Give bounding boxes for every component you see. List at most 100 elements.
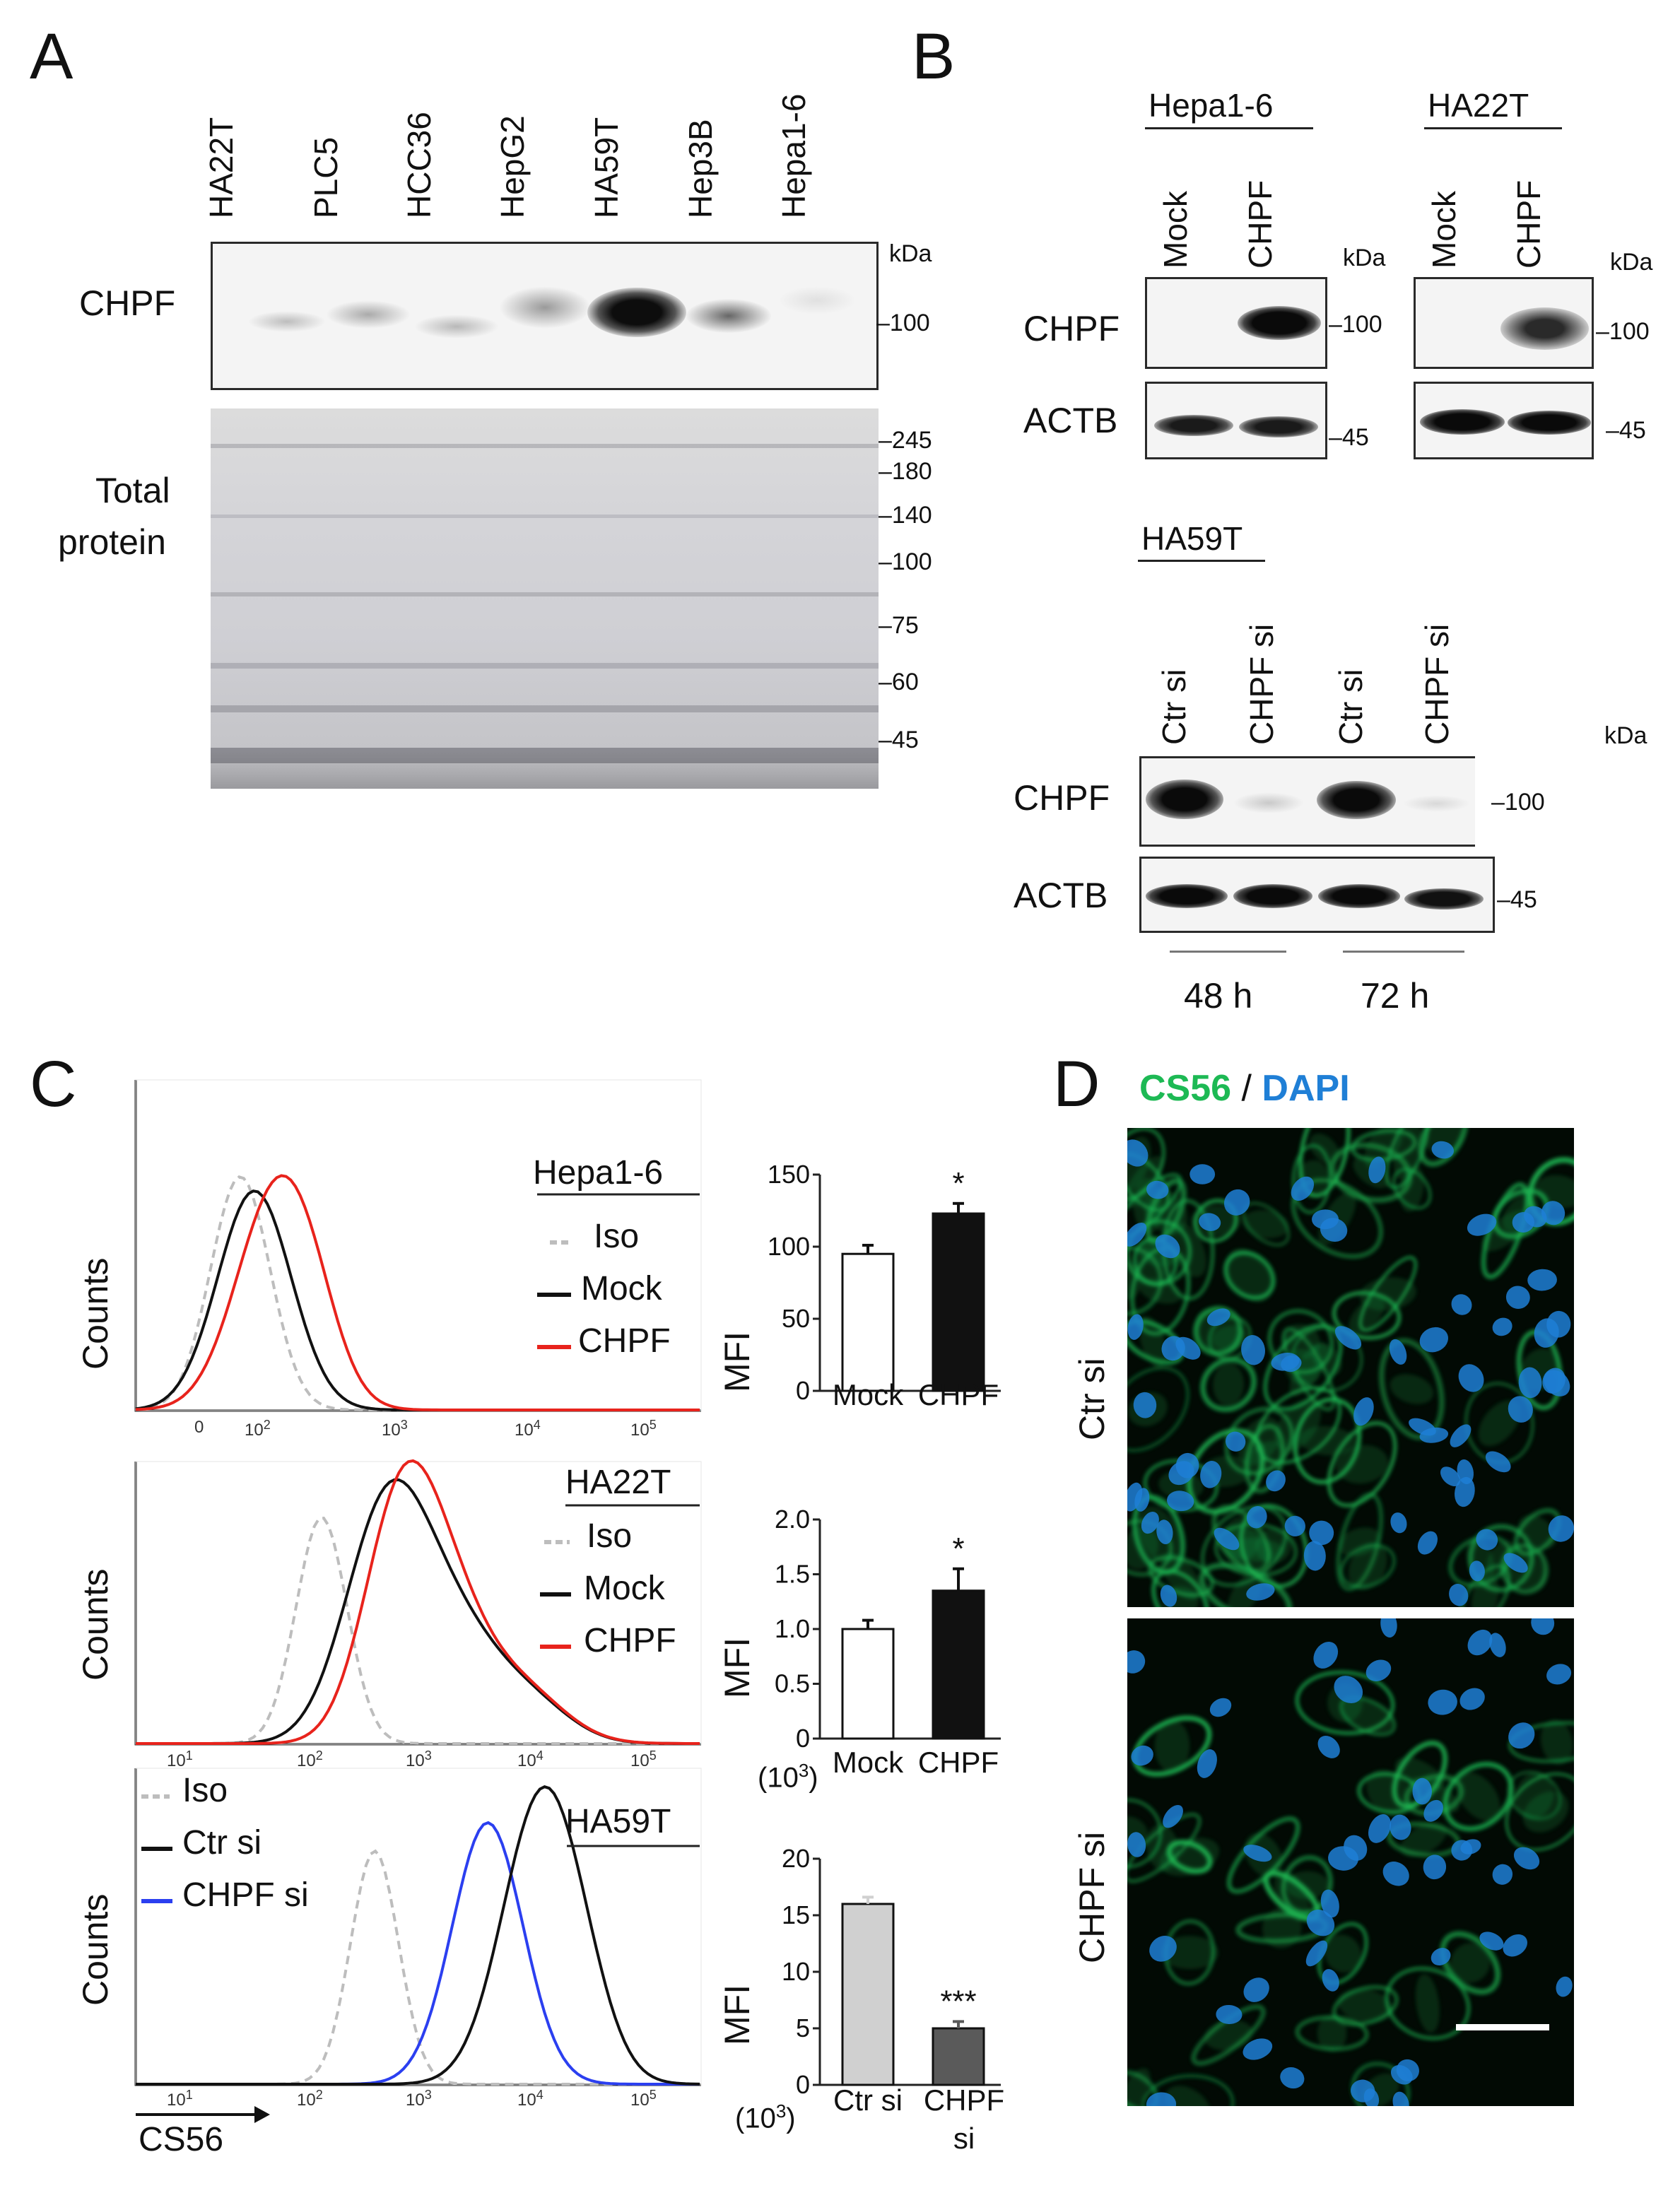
micrograph-ctr-si [1127,1128,1574,1607]
tick-base: 10 [517,2091,536,2110]
panel-b-kda-right: kDa [1610,249,1653,276]
bar3-y-label: MFI [717,1984,757,2045]
bar2-significance: * [952,1531,964,1566]
tick-base: 10 [167,2091,186,2110]
hist3-tick: 101 [167,2088,193,2110]
bar3-bar-0 [841,1903,895,2086]
panel-a-total-marker-value: 140 [891,502,932,529]
panel-b-kda-bottom: kDa [1604,722,1647,749]
hist1-tick: 103 [382,1418,408,1440]
scale-bar [1456,2024,1549,2030]
tick-exponent: 3 [424,2088,432,2102]
bar2-y-label: MFI [717,1637,757,1698]
hist1-title: Hepa1-6 [533,1154,664,1192]
tick-base: 10 [406,1751,425,1770]
panel-b-ha22t-marker-45: –45 [1606,417,1646,444]
bar3-ytick-label: 20 [782,1844,810,1873]
panel-d-title: CS56 / DAPI [1139,1067,1350,1110]
panel-c-letter: C [30,1048,77,1120]
tick-exponent: 2 [315,1748,323,1763]
hist2-tick: 105 [630,1748,657,1771]
hist3-ctr-curve [136,1785,700,2086]
bar3-significance: *** [940,1984,976,2018]
bar1-y-label: MFI [717,1331,757,1392]
panel-a-total-marker: –60 [879,669,919,695]
panel-a-total-marker-value: 245 [891,427,932,454]
hist3-tick: 102 [297,2088,323,2110]
tick-base: 10 [515,1421,534,1440]
hist1-legend-chpf: CHPF [578,1322,671,1360]
bar1-bar-1 [932,1212,985,1392]
hist1-tick: 104 [515,1418,541,1440]
tick-exponent: 4 [536,2088,544,2102]
panel-b-kda-left: kDa [1343,245,1386,271]
tick-base: 10 [630,1751,650,1770]
bar3-xlabel-1: CHPF [924,2083,1004,2117]
panel-d-row-ctr-si: Ctr si [1072,1358,1112,1440]
panel-b-ha22t-marker-100: –100 [1596,318,1650,345]
tick-exponent: 4 [536,1748,544,1763]
bar1-xlabel-1: CHPF [918,1378,999,1411]
panel-a-total-protein-blot [211,408,879,789]
hist2-iso-curve [136,1517,700,1745]
panel-b-hepa-underline [1145,127,1313,129]
bar3-ytick-label: 5 [796,2013,810,2042]
tick-base: 10 [167,1751,186,1770]
panel-a-total-marker: –180 [879,458,932,485]
bar3-bar-1 [932,2027,985,2086]
panel-a-total-marker-value: 75 [891,612,919,639]
bar1-xlabel-0: Mock [833,1378,904,1411]
hist2-legend-mock: Mock [584,1570,665,1607]
tick-base: 10 [297,1751,316,1770]
panel-b-ha22t-actb-blot [1414,382,1594,459]
bar2-ytick-label: 0.5 [775,1669,810,1698]
panel-b-time-72h: 72 h [1361,976,1430,1016]
panel-b-hepa-marker-100: –100 [1329,311,1382,338]
tick-exponent: 4 [533,1418,541,1432]
panel-b-ha22t-chpf-blot [1414,277,1594,369]
panel-b-row-actb-bottom: ACTB [1014,876,1108,915]
hist3-title: HA59T [565,1803,671,1840]
hist2-title: HA22T [565,1464,671,1501]
hist3-tick: 103 [406,2088,432,2110]
hist1-legend-mock: Mock [581,1270,662,1307]
tick-exponent: 1 [185,1748,193,1763]
panel-a-total-marker-value: 100 [891,548,932,575]
panel-a-row-protein: protein [58,522,166,562]
panel-a-total-marker: –45 [879,727,919,753]
bar1-ytick-label: 50 [782,1304,810,1333]
panel-b-ha22t-underline [1424,127,1562,129]
panel-b-ha59t-marker-100: –100 [1491,789,1545,816]
hist3-legend-iso: Iso [182,1772,228,1809]
tick-base: 10 [382,1421,401,1440]
tick-exponent: 5 [649,1418,657,1432]
panel-a-total-marker-value: 60 [891,669,919,695]
panel-a-kda: kDa [889,240,932,267]
hist1-legend-iso: Iso [594,1218,640,1255]
panel-b-hepa-chpf-blot [1145,277,1327,369]
bar2-ytick-label: 1.0 [775,1614,810,1643]
hist2-legend-iso: Iso [587,1517,633,1555]
bar2-ytick-label: 1.5 [775,1560,810,1589]
tick-base: 10 [630,1421,650,1440]
hist2-tick: 104 [517,1748,544,1771]
bar2-ytick-label: 0 [796,1724,810,1753]
tick-exponent: 5 [649,2088,657,2102]
tick-base: 10 [297,2091,316,2110]
bar2-xlabel-1: CHPF [918,1746,999,1779]
panel-d-letter: D [1053,1048,1100,1120]
bar1-ytick-label: 150 [768,1160,810,1189]
panel-b-row-chpf-top: CHPF [1023,309,1120,348]
hist2-legend-chpf: CHPF [584,1622,676,1659]
bar3-xlabel-1-line2: si [953,2122,975,2155]
panel-b-hepa-title: Hepa1-6 [1149,87,1274,124]
bar1-ytick-label: 100 [768,1232,810,1261]
bar2-xlabel-0: Mock [833,1746,904,1779]
tick-exponent: 5 [649,1748,657,1763]
tick-base: 10 [245,1421,264,1440]
panel-b-hepa-marker-45: –45 [1329,424,1369,451]
tick-base: 10 [630,2091,650,2110]
hist1-tick: 105 [630,1418,657,1440]
bar2-bar-1 [932,1589,985,1740]
